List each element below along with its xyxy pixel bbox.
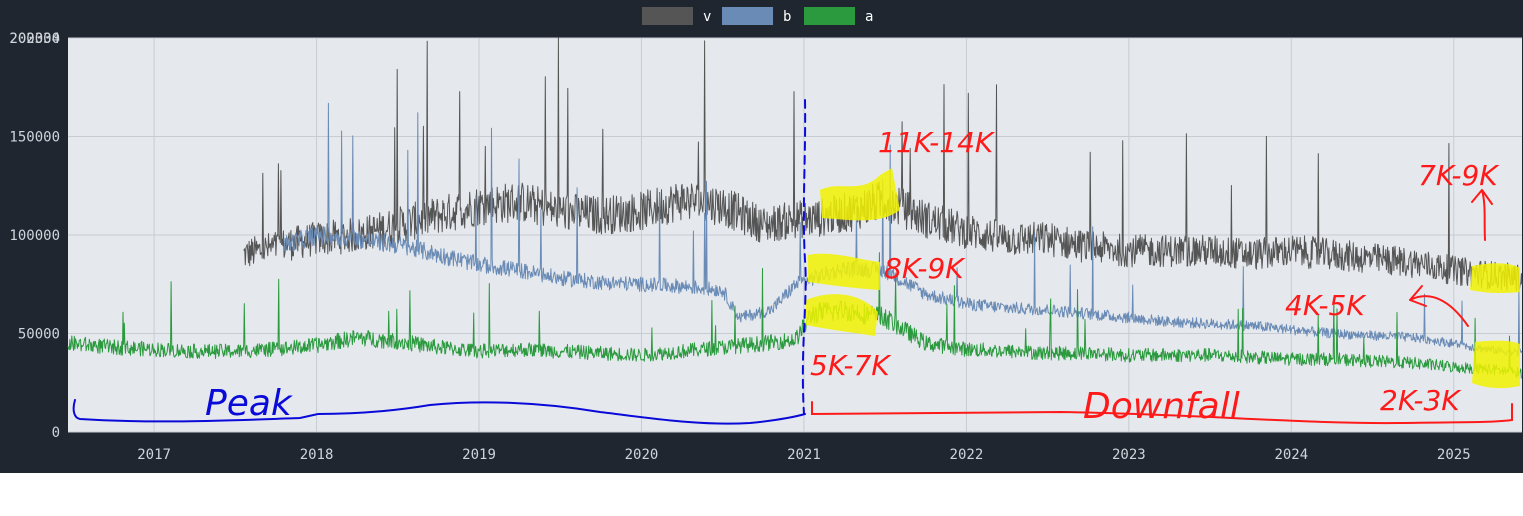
divider-2021-dashed	[801, 99, 807, 415]
y-axis-max-label: 202334	[9, 31, 60, 47]
annotation-v-2025: 7K-9K	[1418, 159, 1500, 192]
legend-swatch-a[interactable]	[804, 7, 855, 25]
x-tick-label: 2023	[1112, 447, 1146, 463]
y-tick-label: 150000	[9, 130, 60, 146]
annotation-a-2021: 5K-7K	[810, 349, 892, 382]
y-tick-label: 0	[52, 425, 60, 441]
annotation-b-2025: 4K-5K	[1285, 289, 1367, 322]
x-tick-label: 2025	[1437, 447, 1471, 463]
y-tick-label: 50000	[18, 327, 60, 343]
highlight-a-2025	[1472, 340, 1520, 389]
x-tick-label: 2021	[787, 447, 821, 463]
legend-label-a[interactable]: a	[865, 9, 873, 25]
y-tick-label: 100000	[9, 228, 60, 244]
arrow-7k9k	[1471, 189, 1493, 241]
annotation-a-2025: 2K-3K	[1380, 384, 1462, 417]
handwritten-annotations: Peak Downfall 11K-14K 8K-9K 5K-7K 7K-9K 4K-5K 2…	[72, 99, 1520, 427]
highlight-a-2021	[806, 294, 878, 336]
legend-swatch-b[interactable]	[722, 7, 773, 25]
highlight-v-2025	[1470, 263, 1520, 294]
annotation-b-2021: 8K-9K	[884, 252, 966, 285]
peak-bracket-line	[72, 399, 806, 425]
annotation-v-2021: 11K-14K	[878, 126, 996, 159]
highlight-b-2021	[808, 253, 880, 290]
series-a-line	[67, 252, 1523, 379]
annotation-peak: Peak	[205, 383, 294, 424]
x-tick-label: 2018	[300, 447, 334, 463]
legend-label-v[interactable]: v	[703, 9, 711, 25]
downfall-bracket-line	[811, 401, 1513, 425]
legend-label-b[interactable]: b	[783, 9, 791, 25]
arrow-4k5k	[1409, 285, 1469, 327]
legend-swatch-v[interactable]	[642, 7, 693, 25]
x-tick-label: 2024	[1274, 447, 1308, 463]
x-tick-label: 2020	[625, 447, 659, 463]
series-b-line	[283, 102, 1523, 357]
x-tick-label: 2022	[950, 447, 984, 463]
y-tick-label: 200000	[9, 31, 60, 47]
yellow-highlights	[806, 168, 1520, 389]
hand-drawn-strokes	[72, 99, 1513, 425]
highlight-v-2021	[820, 168, 900, 221]
x-tick-label: 2017	[137, 447, 171, 463]
annotation-downfall: Downfall	[1083, 386, 1240, 427]
x-tick-label: 2019	[462, 447, 496, 463]
